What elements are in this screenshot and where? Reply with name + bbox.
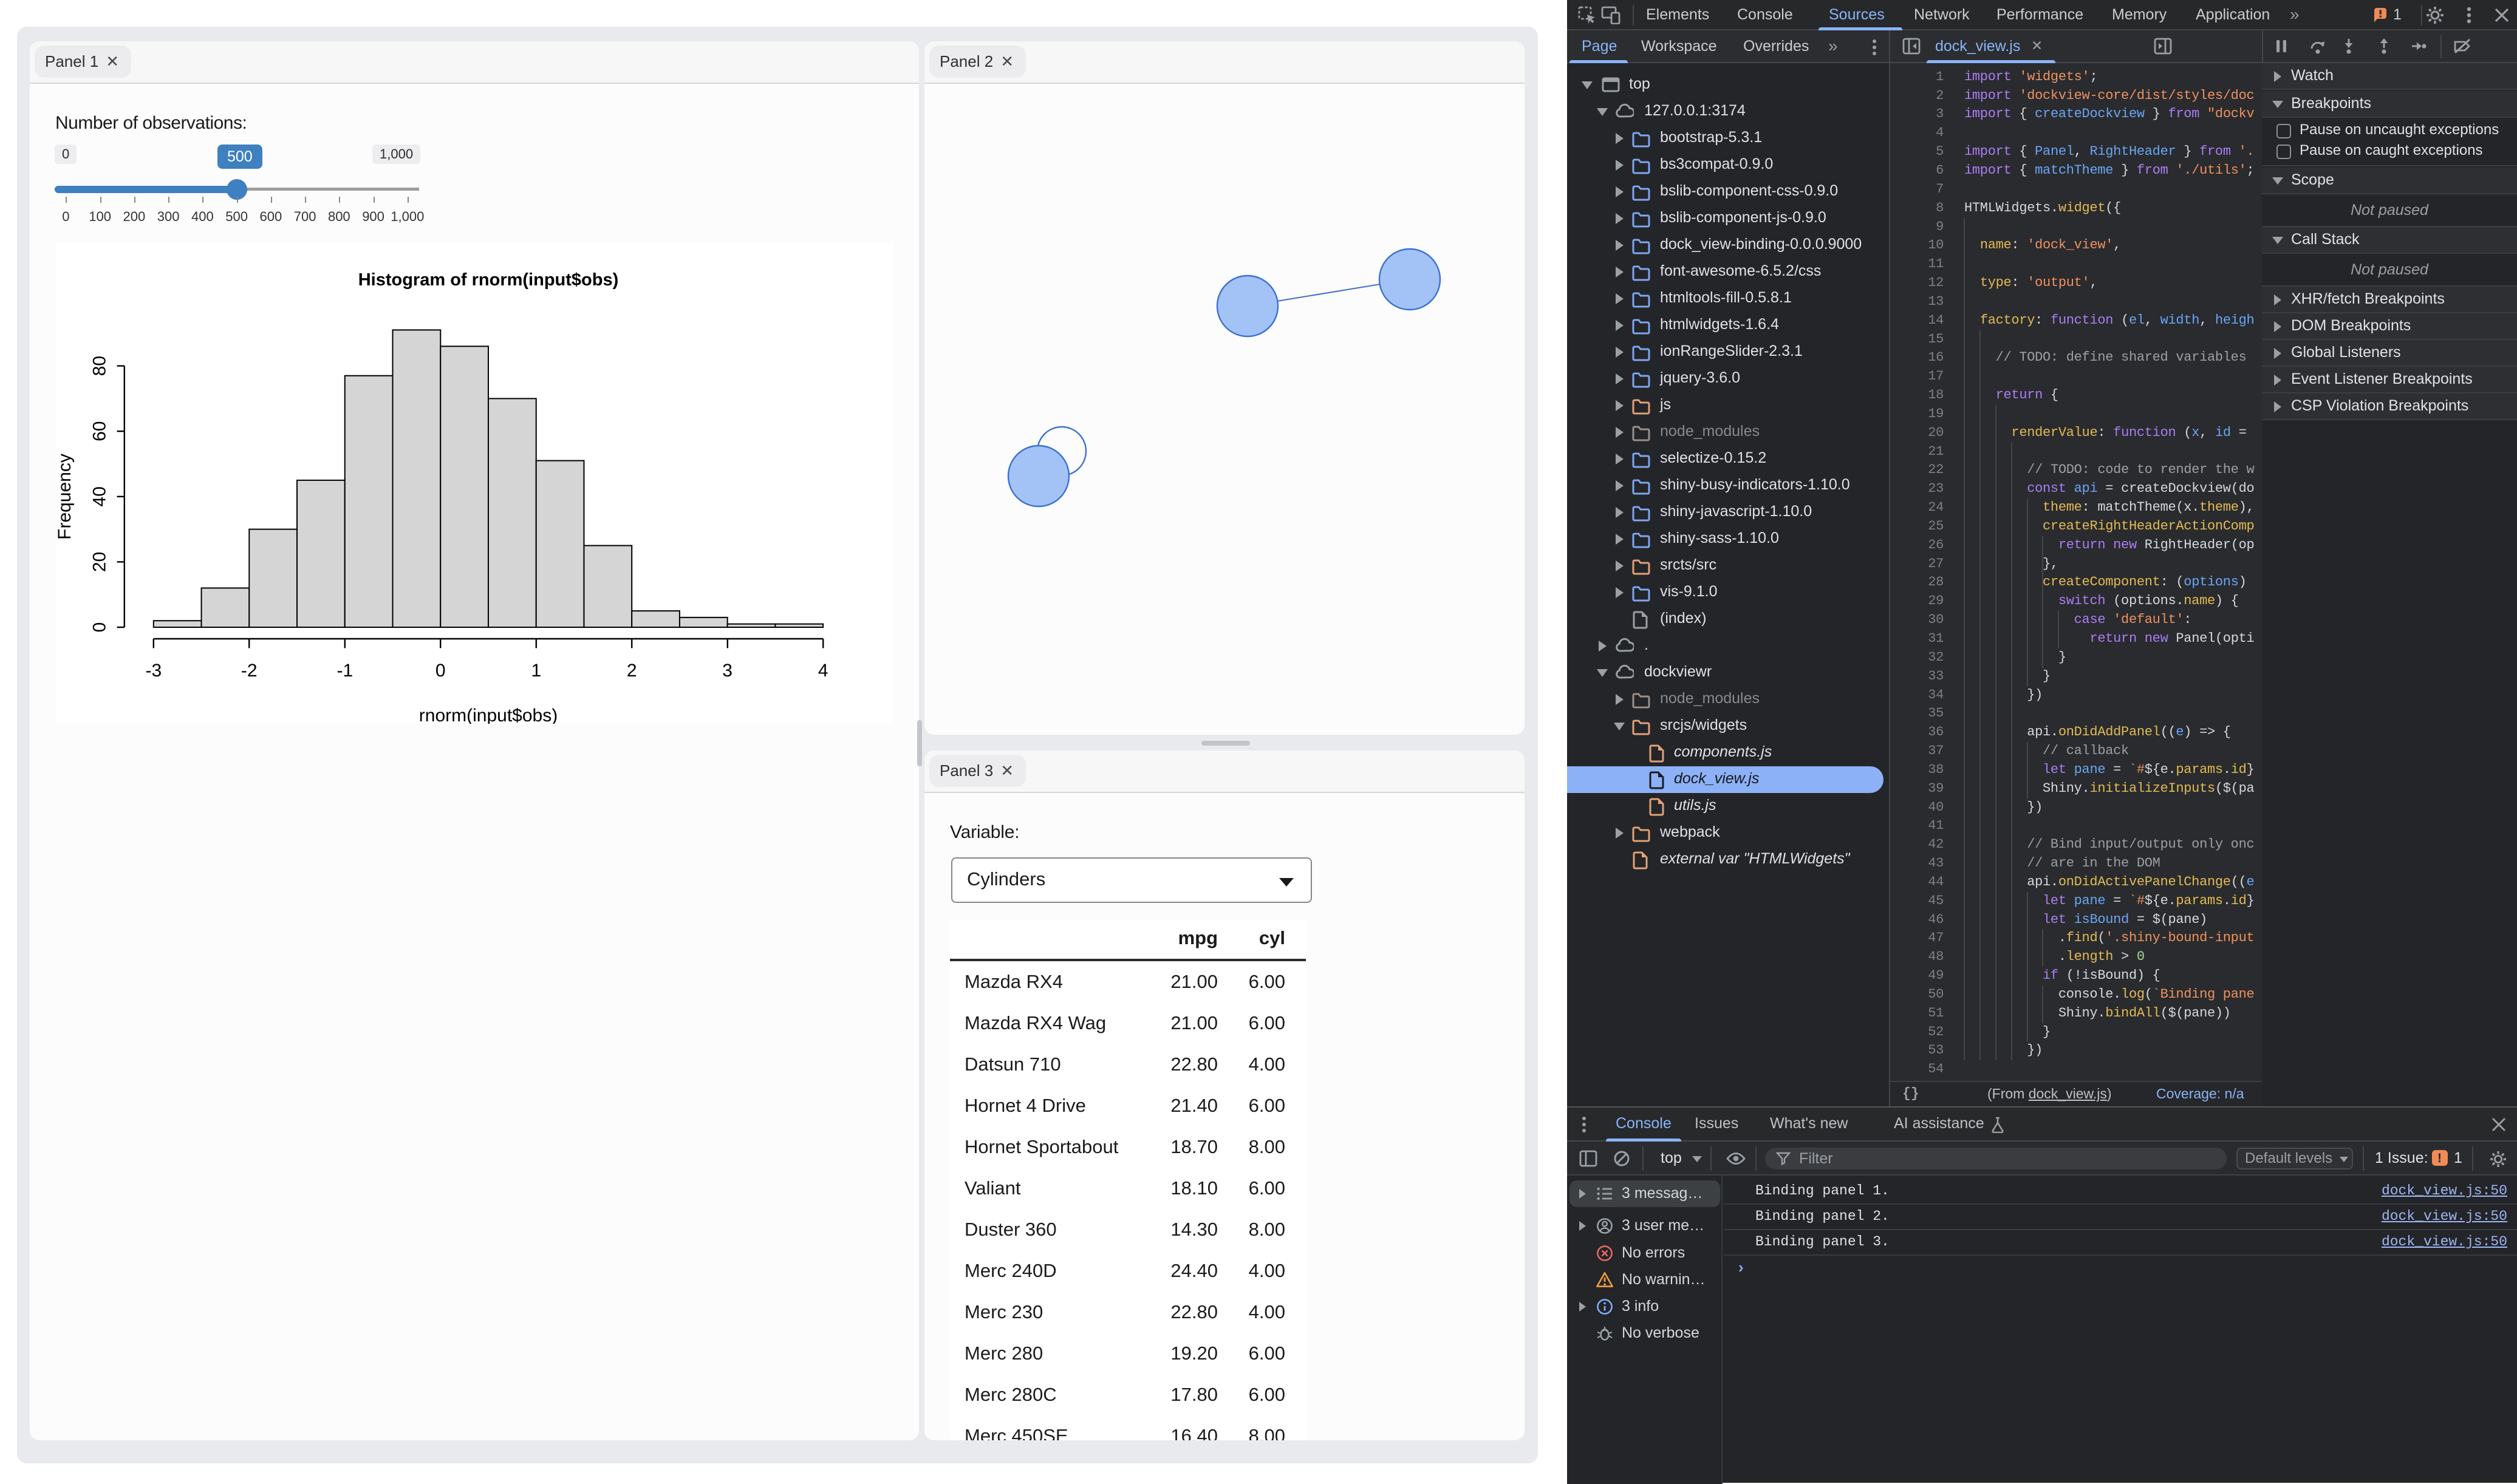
svg-text:rnorm(input$obs): rnorm(input$obs) (419, 706, 558, 724)
svg-text:-2: -2 (241, 661, 258, 681)
svg-text:0: 0 (90, 622, 110, 633)
svg-text:0: 0 (435, 661, 446, 681)
svg-text:4: 4 (818, 661, 828, 681)
svg-text:Frequency: Frequency (56, 454, 75, 540)
svg-text:80: 80 (90, 356, 110, 376)
svg-text:60: 60 (90, 421, 110, 441)
svg-text:Histogram of rnorm(input$obs): Histogram of rnorm(input$obs) (358, 270, 619, 290)
svg-text:2: 2 (627, 661, 637, 681)
svg-text:3: 3 (722, 661, 733, 681)
svg-text:40: 40 (90, 486, 110, 506)
svg-text:-3: -3 (145, 661, 162, 681)
svg-text:1: 1 (531, 661, 541, 681)
svg-text:-1: -1 (336, 661, 353, 681)
svg-text:20: 20 (90, 552, 110, 572)
